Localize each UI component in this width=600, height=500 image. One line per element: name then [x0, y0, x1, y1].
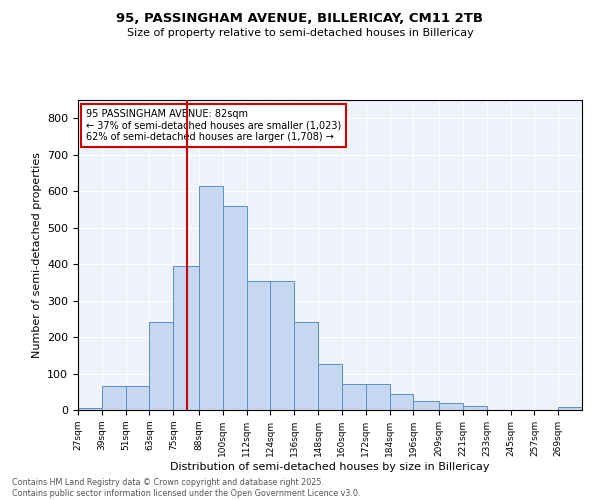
Y-axis label: Number of semi-detached properties: Number of semi-detached properties [32, 152, 41, 358]
Bar [413, 401, 439, 410]
Text: Size of property relative to semi-detached houses in Billericay: Size of property relative to semi-detach… [127, 28, 473, 38]
Bar [439, 402, 463, 410]
Bar [247, 280, 271, 410]
Bar [199, 186, 223, 410]
Bar [125, 386, 149, 410]
Bar [102, 386, 125, 410]
Text: 95, PASSINGHAM AVENUE, BILLERICAY, CM11 2TB: 95, PASSINGHAM AVENUE, BILLERICAY, CM11 … [116, 12, 484, 26]
Bar [463, 406, 487, 410]
Bar [149, 322, 173, 410]
Bar [271, 280, 294, 410]
Bar [173, 266, 199, 410]
Bar [318, 364, 342, 410]
Bar [342, 384, 366, 410]
Text: Contains HM Land Registry data © Crown copyright and database right 2025.
Contai: Contains HM Land Registry data © Crown c… [12, 478, 361, 498]
Bar [223, 206, 247, 410]
Bar [558, 407, 582, 410]
Bar [78, 408, 102, 410]
Bar [389, 394, 413, 410]
Text: 95 PASSINGHAM AVENUE: 82sqm
← 37% of semi-detached houses are smaller (1,023)
62: 95 PASSINGHAM AVENUE: 82sqm ← 37% of sem… [86, 110, 341, 142]
Bar [366, 384, 389, 410]
Bar [294, 322, 318, 410]
X-axis label: Distribution of semi-detached houses by size in Billericay: Distribution of semi-detached houses by … [170, 462, 490, 471]
